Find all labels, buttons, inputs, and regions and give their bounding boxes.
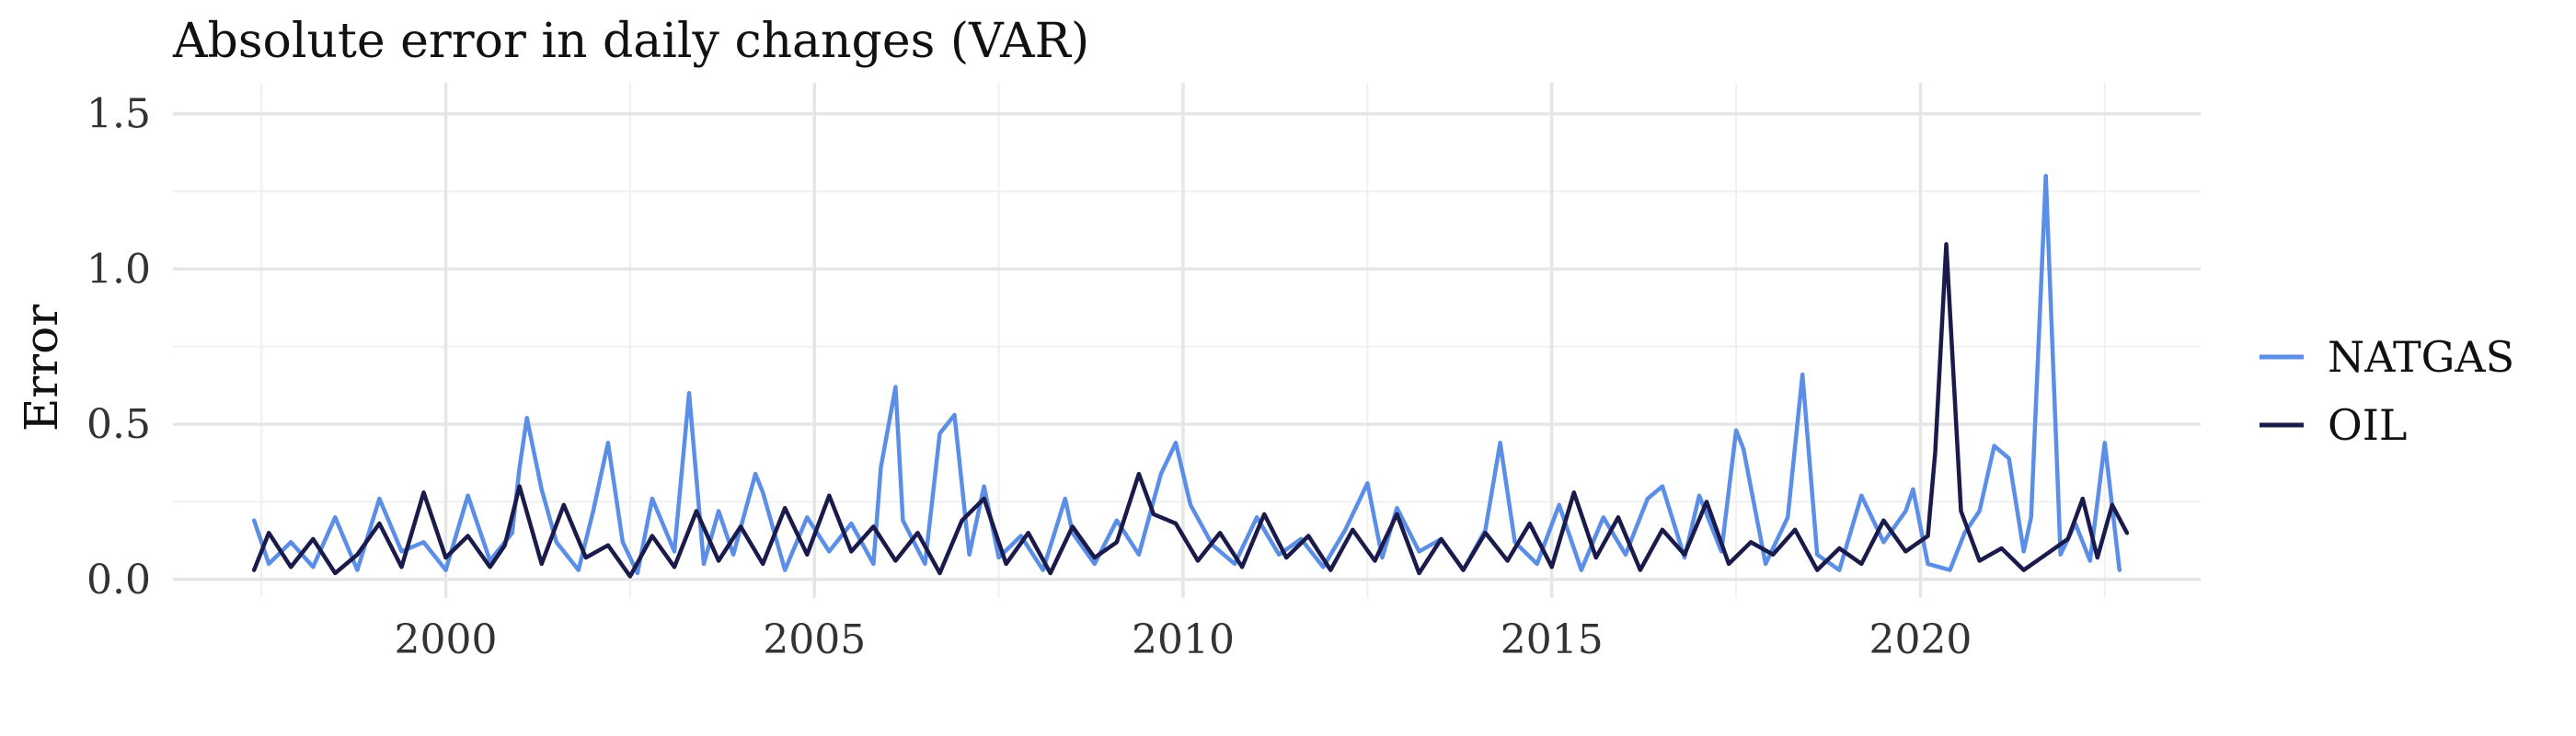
y-axis-tick-labels: 0.0 0.5 1.0 1.5 (86, 91, 151, 604)
y-axis-title: Error (15, 305, 68, 431)
legend-label-natgas: NATGAS (2328, 332, 2514, 382)
series-lines (251, 173, 2130, 579)
x-tick-label: 2005 (763, 616, 866, 663)
y-tick-label: 0.5 (86, 401, 151, 448)
chart-title: Absolute error in daily changes (VAR) (172, 14, 1089, 69)
y-tick-label: 1.5 (86, 91, 151, 138)
x-tick-label: 2010 (1132, 616, 1235, 663)
x-tick-label: 2015 (1501, 616, 1604, 663)
grid-lines (173, 83, 2201, 598)
series-line-natgas (251, 173, 2122, 576)
x-axis-tick-labels: 2000 2005 2010 2015 2020 (395, 616, 1972, 663)
legend: NATGAS OIL (2260, 332, 2514, 450)
x-tick-label: 2020 (1869, 616, 1972, 663)
legend-label-oil: OIL (2328, 400, 2407, 450)
series-line-oil (251, 242, 2130, 579)
y-tick-label: 0.0 (86, 557, 151, 604)
y-tick-label: 1.0 (86, 246, 151, 293)
x-tick-label: 2000 (395, 616, 498, 663)
